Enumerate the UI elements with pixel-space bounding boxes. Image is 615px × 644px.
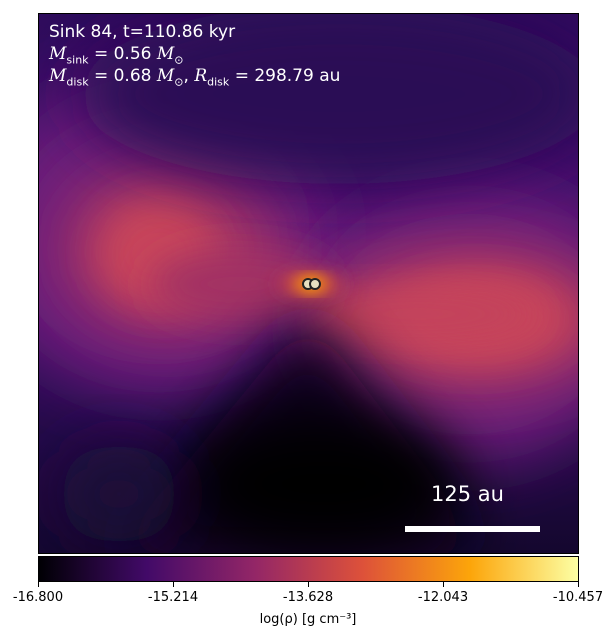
sink-mass-value: = 0.56 (93, 44, 152, 64)
sink-marker (309, 278, 321, 290)
sink-time-label: Sink 84, t=110.86 kyr (49, 22, 236, 42)
colorbar-tick (173, 582, 174, 587)
density-image (39, 14, 578, 553)
colorbar-tick-label: -12.043 (417, 590, 469, 605)
colorbar-tick (443, 582, 444, 587)
colorbar-tick (38, 582, 39, 587)
colorbar-tick (308, 582, 309, 587)
scalebar (405, 526, 540, 532)
sink-mass-label: Msink = 0.56 M⊙ (49, 44, 184, 67)
density-map: Sink 84, t=110.86 kyr Msink = 0.56 M⊙ Md… (38, 13, 579, 554)
sink-markers (302, 278, 321, 290)
disk-mass-value: = 0.68 (93, 66, 152, 86)
disk-label: Mdisk = 0.68 M⊙, Rdisk = 298.79 au (49, 66, 341, 89)
colorbar-tick-label: -15.214 (147, 590, 199, 605)
colorbar-tick-label: -16.800 (12, 590, 64, 605)
colorbar-label: log(ρ) [g cm⁻³] (259, 612, 357, 627)
colorbar-tick-label: -13.628 (282, 590, 334, 605)
scalebar-label: 125 au (431, 482, 504, 506)
disk-radius-value: = 298.79 au (234, 66, 341, 86)
colorbar-tick (578, 582, 579, 587)
colorbar-tick-label: -10.457 (552, 590, 604, 605)
colorbar (38, 556, 579, 582)
